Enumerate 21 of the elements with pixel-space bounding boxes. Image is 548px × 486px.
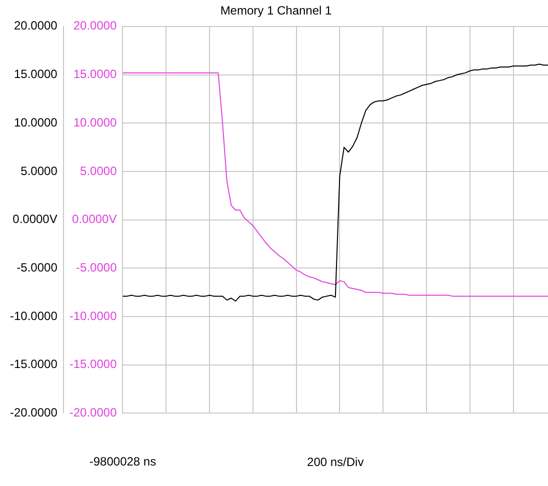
text: -9800028 ns bbox=[89, 454, 156, 468]
y-tick-label: 0.0000V bbox=[12, 212, 58, 226]
y2-tick-label: 5.0000 bbox=[80, 164, 118, 178]
y2-tick-label: 0.0000V bbox=[72, 212, 117, 226]
y-tick-label: -20.0000 bbox=[10, 406, 58, 420]
y-tick-label: -15.0000 bbox=[10, 357, 58, 372]
y-tick-label: 20.0000 bbox=[14, 18, 58, 33]
x-axis-title: 200 ns/Div bbox=[307, 455, 364, 470]
chart-title: Memory 1 Channel 1 bbox=[220, 4, 332, 18]
y2-tick-label: 20.0000 bbox=[73, 18, 118, 33]
y-tick-label: 5.0000 bbox=[20, 164, 58, 178]
y-tick-label: 10.0000 bbox=[14, 115, 58, 130]
y-tick-label: -10.0000 bbox=[10, 308, 58, 323]
y2-tick-label: -15.0000 bbox=[69, 357, 118, 372]
y-tick-label: 15.0000 bbox=[14, 67, 58, 82]
y-tick-label: -5.0000 bbox=[16, 260, 58, 274]
y2-tick-label: -10.0000 bbox=[69, 308, 118, 323]
y2-tick-label: -5.0000 bbox=[76, 260, 118, 274]
y2-tick-label: 10.0000 bbox=[73, 115, 118, 130]
y2-tick-label: -20.0000 bbox=[69, 406, 118, 420]
y2-tick-label: 15.0000 bbox=[73, 67, 118, 82]
